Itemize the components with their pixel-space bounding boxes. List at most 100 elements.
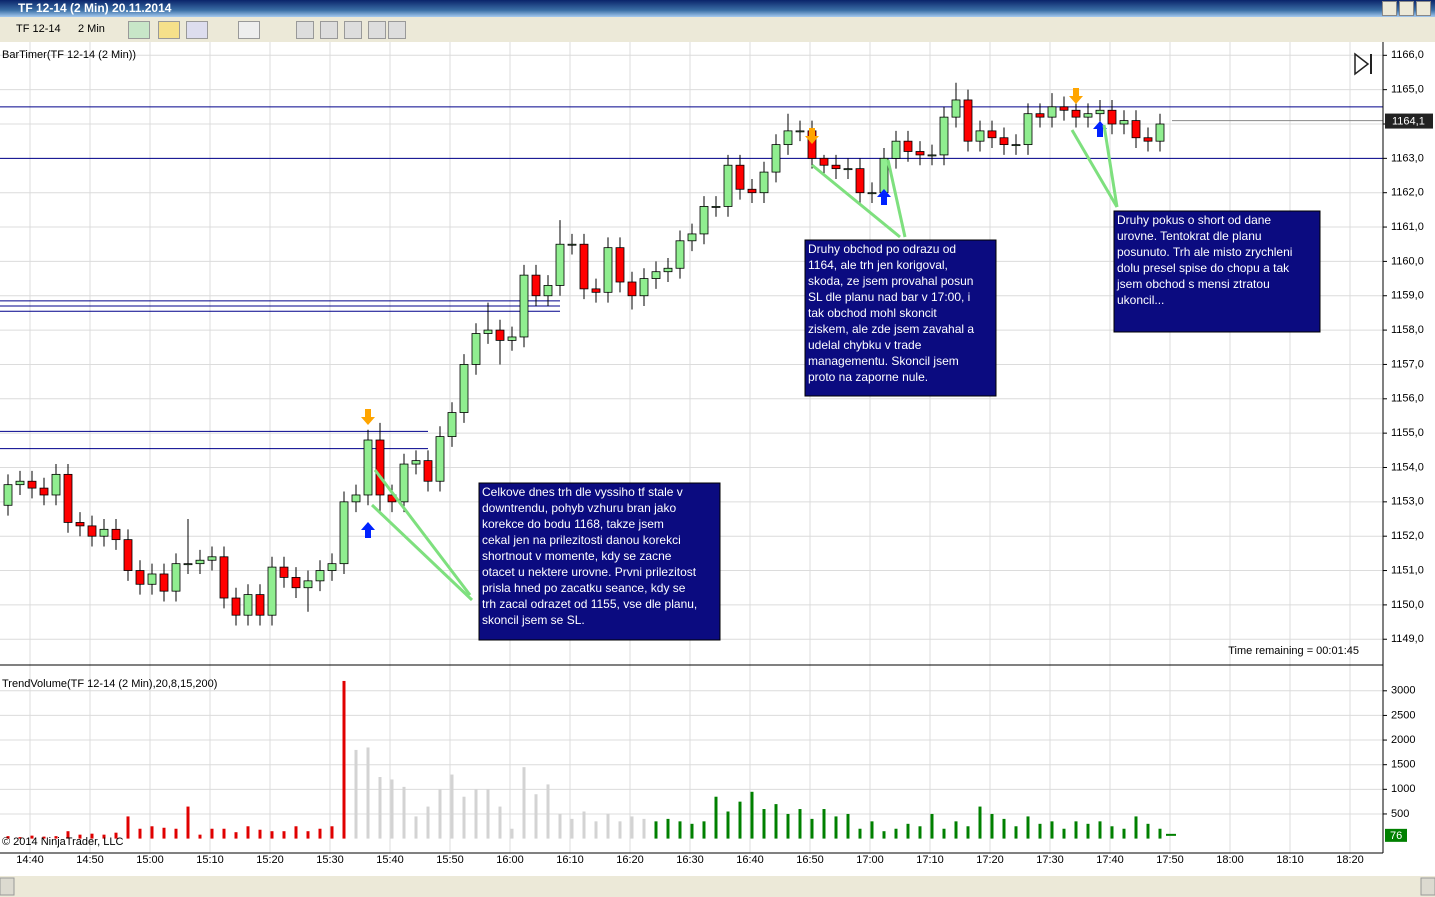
volume-bar: [702, 821, 706, 839]
volume-bar: [798, 809, 802, 839]
volume-bar: [234, 832, 238, 839]
volume-bar: [414, 816, 418, 839]
scroll-right[interactable]: [1420, 877, 1435, 896]
volume-bar: [954, 821, 958, 839]
candle-body: [159, 573, 169, 592]
y-tick-label: 2500: [1391, 709, 1415, 721]
scrollbar[interactable]: [0, 876, 1435, 897]
drawing-tool-button[interactable]: [158, 21, 180, 39]
candle-body: [87, 525, 97, 537]
volume-bar: [426, 806, 430, 839]
candle-body: [39, 487, 49, 496]
annotation-text: prisla hned po zacatku seance, kdy se: [482, 581, 686, 595]
volume-bar: [1002, 818, 1006, 839]
volume-bar: [30, 835, 34, 839]
candle-body: [255, 594, 265, 616]
volume-bar: [306, 831, 310, 839]
candle-body: [123, 539, 133, 571]
candle-body: [339, 501, 349, 565]
x-tick-label: 16:10: [556, 854, 584, 866]
y-tick-label: 1155,0: [1391, 427, 1424, 439]
x-tick-label: 15:00: [136, 854, 164, 866]
crosshair-button[interactable]: [238, 21, 260, 39]
annotation-text: ziskem, ale zde jsem zavahal a: [808, 322, 974, 336]
time-remaining: Time remaining = 00:01:45: [1228, 645, 1359, 657]
candle-body: [1083, 113, 1093, 118]
volume-bar: [198, 834, 202, 839]
candle-body: [495, 329, 505, 341]
annotation-text: 1164, ale trh jen korigoval,: [808, 258, 948, 272]
volume-bar: [810, 818, 814, 839]
toolbar-button[interactable]: [368, 21, 386, 39]
x-tick-label: 17:40: [1096, 854, 1124, 866]
candle-body: [1143, 137, 1153, 142]
candle-body: [579, 243, 589, 290]
candle-body: [639, 278, 649, 297]
panel-title: BarTimer(TF 12-14 (2 Min)): [2, 49, 136, 61]
candle-body: [891, 140, 901, 159]
toolbar-button[interactable]: [388, 21, 406, 39]
button-maximize[interactable]: [1399, 1, 1414, 16]
candle-body: [423, 460, 433, 482]
candle-body: [1047, 106, 1057, 118]
annotation: Druhy pokus o short od dane urovne. Tento…: [1113, 210, 1321, 333]
y-tick-label: 1162,0: [1391, 187, 1424, 199]
volume-bar: [990, 813, 994, 839]
volume-bar: [786, 813, 790, 839]
candle-body: [507, 336, 517, 341]
candle-body: [687, 233, 697, 242]
volume-bar: [1146, 823, 1150, 839]
annotation-text: otacet u nektere urovne. Prvni prilezito…: [482, 565, 697, 579]
volume-bar: [210, 828, 214, 839]
volume-bar: [882, 831, 886, 839]
volume-bar: [906, 823, 910, 839]
candle-body: [447, 412, 457, 437]
candle-body: [531, 274, 541, 297]
chart-style-button[interactable]: [128, 21, 150, 39]
volume-bar: [894, 828, 898, 839]
button-close[interactable]: [1416, 1, 1431, 16]
volume-bar: [318, 828, 322, 839]
scroll-left[interactable]: [0, 877, 15, 896]
candle-body: [879, 157, 889, 194]
x-tick-label: 15:30: [316, 854, 344, 866]
candle-body: [363, 439, 373, 496]
interval-selector[interactable]: 2 Min: [78, 23, 105, 35]
toolbar-button[interactable]: [296, 21, 314, 39]
volume-bar: [834, 816, 838, 839]
volume-bar: [558, 813, 562, 839]
candle-body: [411, 460, 421, 465]
candle-body: [171, 563, 181, 592]
y-tick-label: 1158,0: [1391, 324, 1424, 336]
candle-body: [375, 439, 385, 496]
candle-body: [867, 192, 877, 195]
annotation-text: Druhy pokus o short od dane: [1117, 213, 1271, 227]
candle-body: [27, 480, 37, 489]
annotation-text: tak obchod mohl skoncit: [808, 306, 937, 320]
toolbar-button[interactable]: [344, 21, 362, 39]
volume-bar: [870, 821, 874, 839]
candle-body: [939, 116, 949, 156]
annotation-text: cekal jen na prilezitosti danou korekci: [482, 533, 681, 547]
volume-bar: [1086, 823, 1090, 839]
candle-body: [327, 563, 337, 571]
button-minimize[interactable]: [1382, 1, 1397, 16]
annotation-box: [804, 239, 997, 397]
annotation-text: downtrendu, pohyb vzhuru bran jako: [482, 501, 676, 515]
x-tick-label: 16:30: [676, 854, 704, 866]
toolbar-button[interactable]: [320, 21, 338, 39]
volume-bar: [450, 774, 454, 839]
zoom-button[interactable]: [186, 21, 208, 39]
candle-body: [51, 473, 61, 496]
volume-bar: [330, 826, 334, 839]
candle-body: [555, 243, 565, 286]
volume-bar: [102, 834, 106, 839]
candle-body: [147, 573, 157, 585]
volume-bar: [570, 818, 574, 839]
volume-bar: [546, 784, 550, 839]
chart-background: [0, 42, 1435, 897]
chart: 1149,0 1150,0 1151,0 1152,0 1153,0 1154,0 1155…: [0, 42, 1435, 897]
volume-bar: [66, 831, 70, 839]
instrument-selector[interactable]: TF 12-14: [16, 23, 61, 35]
y-tick-label: 3000: [1391, 685, 1415, 697]
